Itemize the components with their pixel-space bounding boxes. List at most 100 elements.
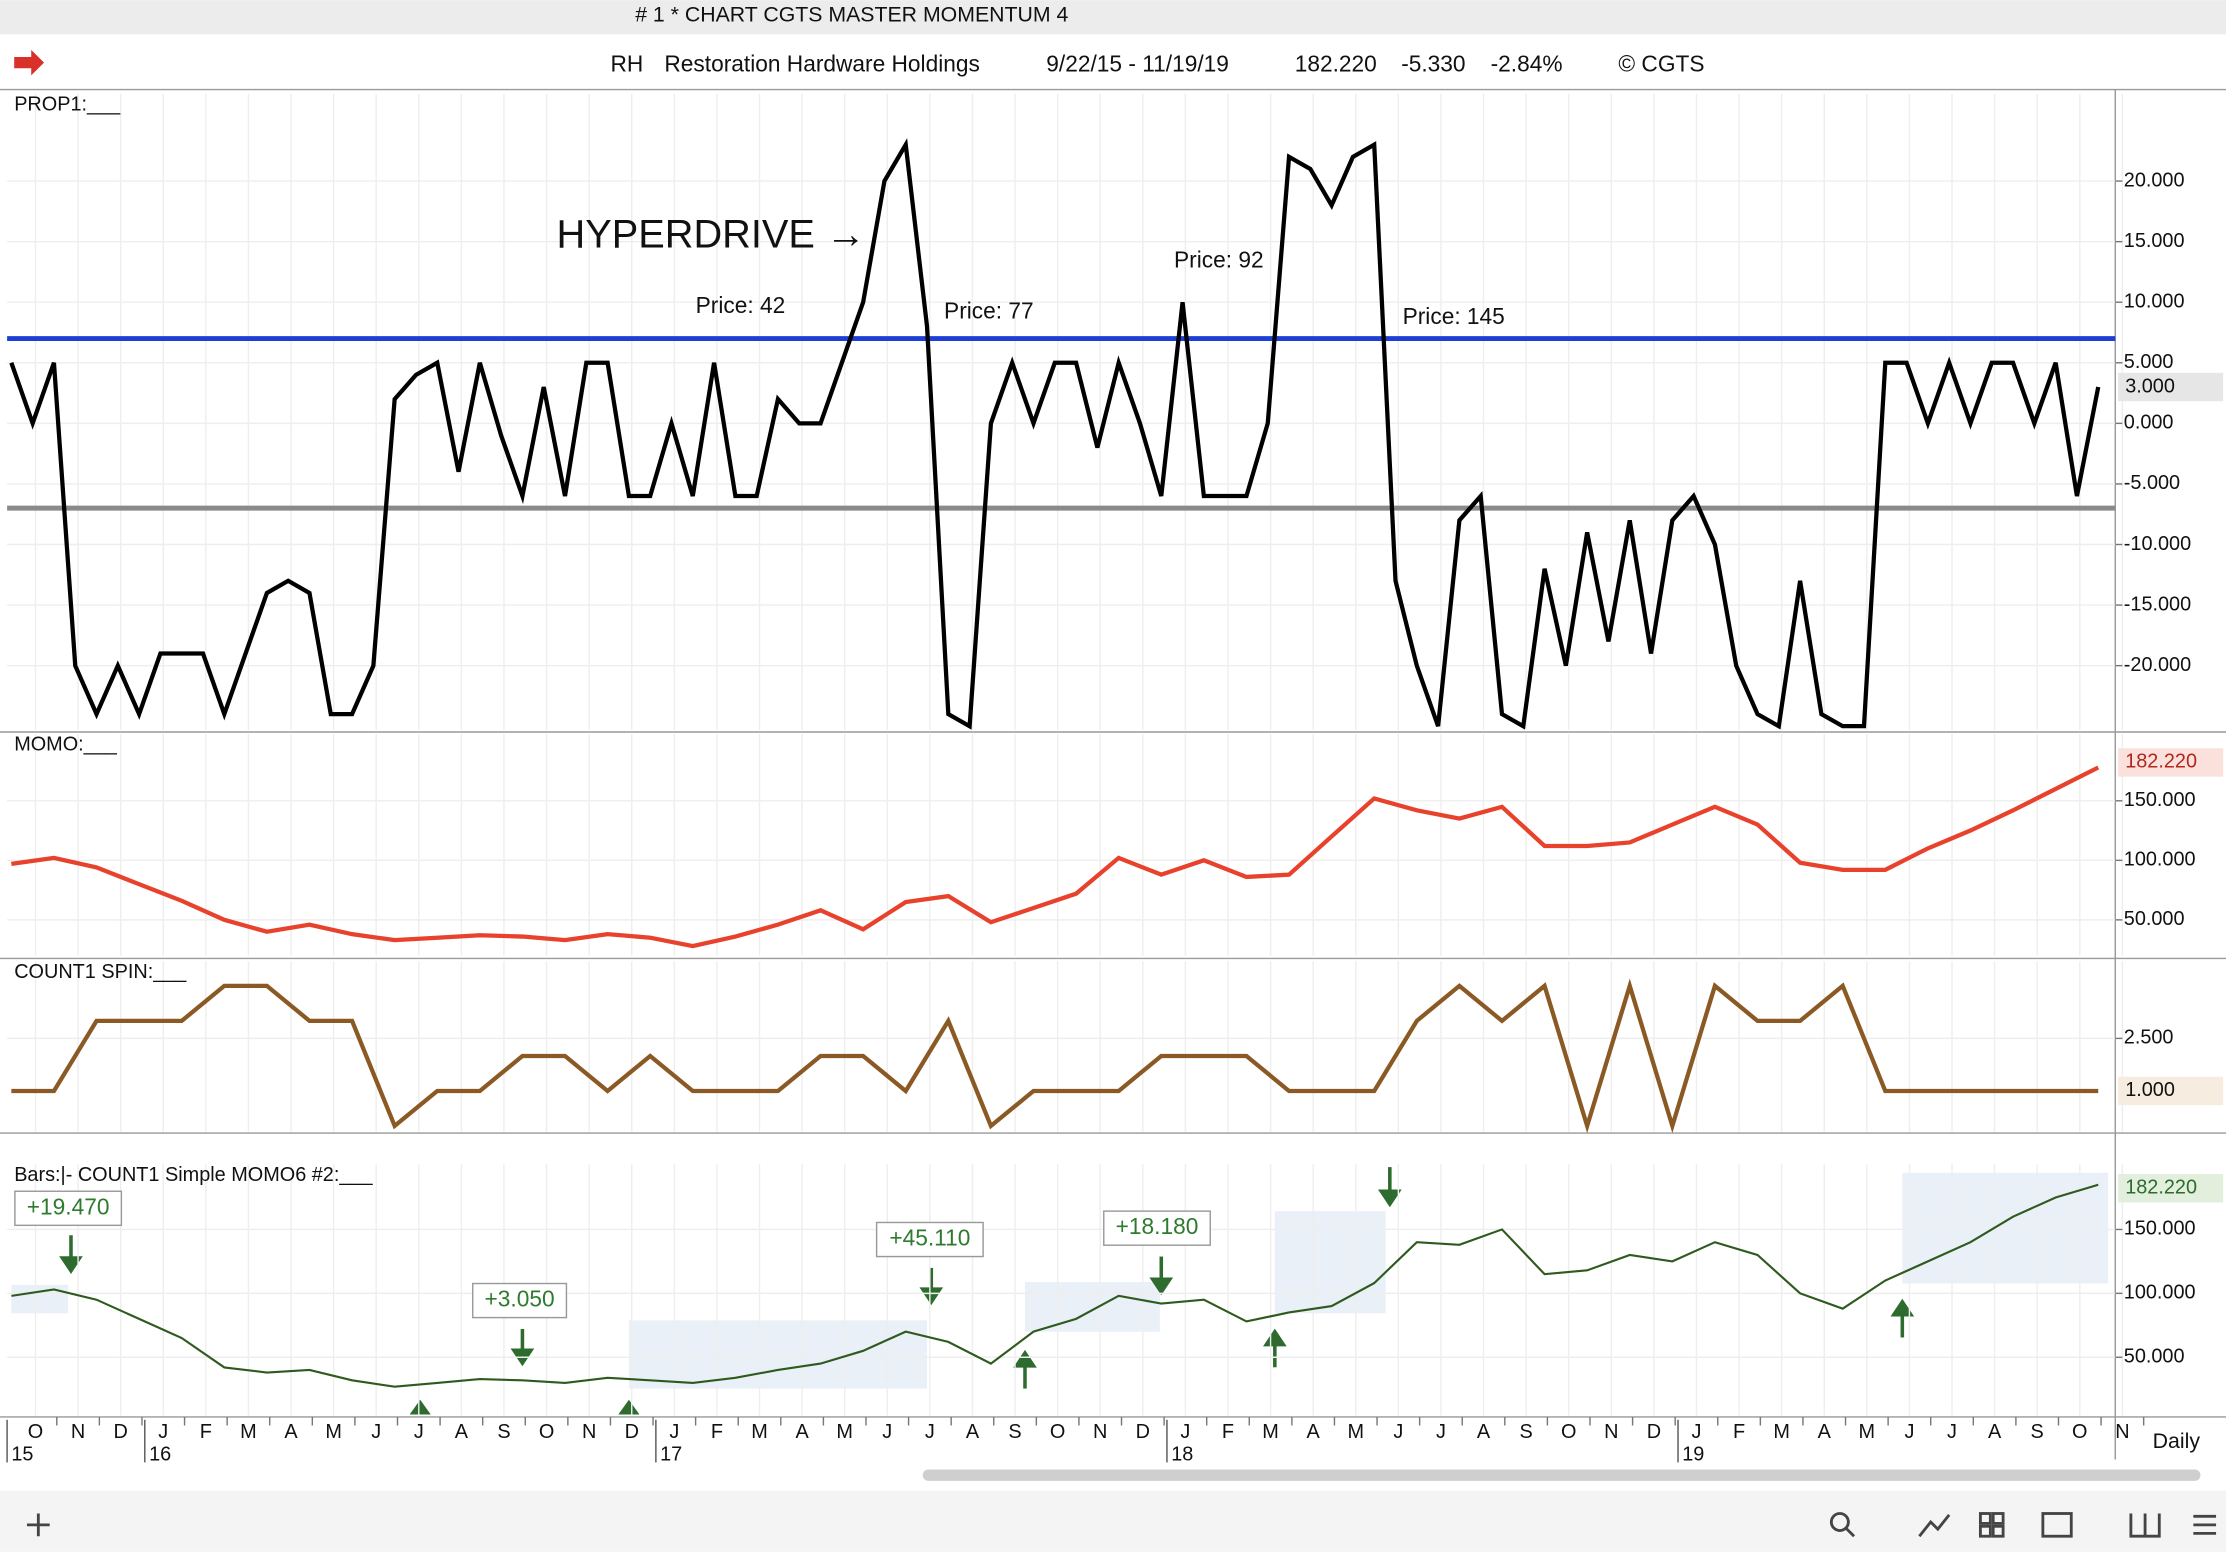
annotation-box	[472, 1282, 568, 1319]
annotation-box	[1103, 1210, 1211, 1246]
x-tick-label: J	[414, 1421, 424, 1443]
y-tick-label: 50.000	[2124, 908, 2185, 930]
x-tick-label: D	[1647, 1421, 1661, 1443]
copyright: © CGTS	[1618, 50, 1704, 76]
x-tick-label: A	[966, 1421, 980, 1443]
y-tick-label: 50.000	[2124, 1346, 2185, 1368]
symbol: RH	[610, 50, 643, 76]
annotation: +45.110	[889, 1225, 970, 1251]
x-tick-label: A	[455, 1421, 469, 1443]
annotation: +19.470	[27, 1193, 110, 1219]
x-tick-label: A	[1477, 1421, 1491, 1443]
range-shading	[11, 1172, 2109, 1389]
x-tick-label: O	[1050, 1421, 1065, 1443]
annotation: Price: 92	[1174, 246, 1264, 272]
x-tick-label: J	[669, 1421, 679, 1443]
toolbar	[0, 1490, 2226, 1552]
y-tick-label: 150.000	[2124, 789, 2196, 811]
annotation-box	[14, 1190, 123, 1227]
x-tick-label: O	[539, 1421, 554, 1443]
title-bar	[0, 0, 2226, 35]
x-tick-label: A	[795, 1421, 809, 1443]
x-tick-label: M	[1773, 1421, 1790, 1443]
x-tick-label: N	[582, 1421, 596, 1443]
x-tick-label: J	[1904, 1421, 1914, 1443]
annotation: Price: 77	[944, 297, 1034, 323]
x-tick-label: N	[1604, 1421, 1618, 1443]
x-tick-label: N	[2115, 1421, 2129, 1443]
last-value-label: 182.220	[2125, 1177, 2197, 1199]
x-tick-label: J	[1692, 1421, 1702, 1443]
x-tick-label: F	[200, 1421, 212, 1443]
y-tick-label: -10.000	[2124, 533, 2191, 555]
y-tick-label: -20.000	[2124, 654, 2191, 676]
y-tick-label: 15.000	[2124, 230, 2185, 252]
toolbar-icons[interactable]	[26, 1512, 2217, 1538]
series-line	[11, 765, 2100, 949]
change-pct: -2.84%	[1491, 50, 1563, 76]
x-tick-label: O	[1561, 1421, 1576, 1443]
x-tick-label: J	[1393, 1421, 1403, 1443]
date-range: 9/22/15 - 11/19/19	[1046, 50, 1229, 76]
y-tick-label: 100.000	[2124, 1282, 2196, 1304]
series-line	[9, 138, 2101, 730]
last-price: 182.220	[1295, 50, 1377, 76]
last-value-box	[2118, 1174, 2224, 1203]
x-tick-label: D	[113, 1421, 127, 1443]
year-label: 18	[1171, 1444, 1193, 1466]
x-tick-label: M	[836, 1421, 853, 1443]
x-tick-label: O	[2072, 1421, 2087, 1443]
x-tick-label: A	[1818, 1421, 1832, 1443]
x-tick-label: M	[1859, 1421, 1876, 1443]
last-value-box	[2118, 748, 2224, 777]
series-line	[11, 1183, 2099, 1388]
x-tick-label: J	[1947, 1421, 1957, 1443]
last-value-label: 3.000	[2125, 375, 2175, 397]
x-tick-label: F	[1733, 1421, 1745, 1443]
x-tick-label: J	[1180, 1421, 1190, 1443]
x-tick-label: M	[1262, 1421, 1279, 1443]
last-value-box	[2118, 372, 2224, 402]
x-tick-label: J	[882, 1421, 892, 1443]
x-tick-label: F	[1222, 1421, 1234, 1443]
year-label: 16	[149, 1444, 171, 1466]
year-label: 15	[11, 1444, 33, 1466]
x-tick-label: J	[158, 1421, 168, 1443]
annotation-box	[875, 1221, 984, 1258]
y-tick-label: 100.000	[2124, 849, 2196, 871]
x-tick-label: J	[925, 1421, 935, 1443]
x-tick-label: O	[28, 1421, 43, 1443]
pane-title: Bars:|- COUNT1 Simple MOMO6 #2:___	[14, 1164, 373, 1186]
x-tick-label: F	[711, 1421, 723, 1443]
company: Restoration Hardware Holdings	[664, 50, 979, 76]
y-tick-label: 10.000	[2124, 290, 2185, 312]
scrollbar[interactable]	[922, 1469, 2201, 1481]
x-tick-label: A	[1307, 1421, 1321, 1443]
last-value-label: 182.220	[2125, 751, 2197, 773]
annotation: +3.050	[485, 1286, 555, 1312]
y-tick-label: 20.000	[2124, 169, 2185, 191]
y-tick-label: -15.000	[2124, 593, 2191, 615]
x-tick-label: A	[1988, 1421, 2002, 1443]
x-tick-label: N	[1093, 1421, 1107, 1443]
annotation: Price: 42	[696, 292, 786, 318]
nav-arrow[interactable]	[14, 49, 45, 76]
x-tick-label: S	[1519, 1421, 1532, 1443]
x-tick-label: M	[325, 1421, 342, 1443]
x-tick-label: A	[284, 1421, 298, 1443]
x-tick-label: S	[2031, 1421, 2044, 1443]
x-tick-label: M	[1347, 1421, 1364, 1443]
x-tick-label: M	[751, 1421, 768, 1443]
x-tick-label: S	[1008, 1421, 1021, 1443]
annotation: Price: 145	[1403, 303, 1505, 329]
last-value-box	[2118, 1076, 2224, 1106]
y-tick-label: 0.000	[2124, 412, 2174, 434]
pane-title: COUNT1 SPIN:___	[14, 961, 187, 983]
x-tick-label: D	[1136, 1421, 1150, 1443]
y-tick-label: 150.000	[2124, 1218, 2196, 1240]
annotation: HYPERDRIVE →	[557, 213, 866, 257]
x-tick-label: D	[625, 1421, 639, 1443]
year-label: 17	[660, 1444, 682, 1466]
